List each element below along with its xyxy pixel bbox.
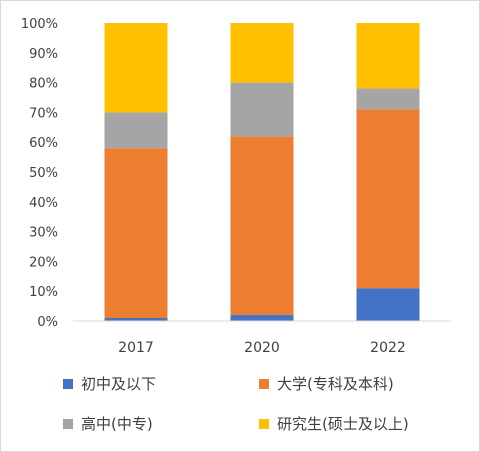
legend-swatch: [259, 378, 269, 389]
bar-segment: [356, 288, 420, 321]
x-tick-label: 2022: [370, 340, 406, 356]
bar-segment: [104, 148, 168, 319]
legend-swatch: [259, 418, 269, 429]
bar-segment: [230, 136, 294, 316]
bar-segment: [230, 23, 294, 83]
bar-segment: [356, 23, 420, 89]
y-tick-label: 0%: [37, 315, 58, 330]
legend-item-graduate: 研究生(硕士及以上): [259, 413, 409, 434]
y-tick-label: 30%: [29, 226, 58, 241]
y-tick-label: 50%: [29, 166, 58, 181]
bar-segment: [230, 315, 294, 321]
legend-label: 大学(专科及本科): [277, 375, 394, 393]
bar-segment: [230, 82, 294, 137]
legend-label: 初中及以下: [81, 375, 157, 393]
y-tick-label: 90%: [29, 47, 58, 62]
bar-segment: [104, 23, 168, 113]
y-tick-label: 40%: [29, 196, 58, 211]
legend-item-high-school: 高中(中专): [63, 413, 153, 434]
y-tick-label: 80%: [29, 77, 58, 92]
y-tick-label: 60%: [29, 136, 58, 151]
legend-swatch: [63, 418, 73, 429]
x-tick-label: 2017: [118, 340, 154, 356]
legend-swatch: [63, 378, 73, 389]
bar-segment: [356, 109, 420, 289]
legend-label: 高中(中专): [81, 415, 153, 433]
bar-segment: [104, 112, 168, 149]
y-tick-label: 20%: [29, 255, 58, 270]
bar-segment: [104, 318, 168, 321]
y-tick-label: 70%: [29, 106, 58, 121]
bar-segment: [356, 88, 420, 110]
y-tick-label: 10%: [29, 285, 58, 300]
legend-label: 研究生(硕士及以上): [277, 415, 409, 433]
x-tick-label: 2020: [244, 340, 280, 356]
legend-item-junior-high: 初中及以下: [63, 373, 156, 394]
legend-item-college: 大学(专科及本科): [259, 373, 394, 394]
y-tick-label: 100%: [21, 17, 58, 32]
